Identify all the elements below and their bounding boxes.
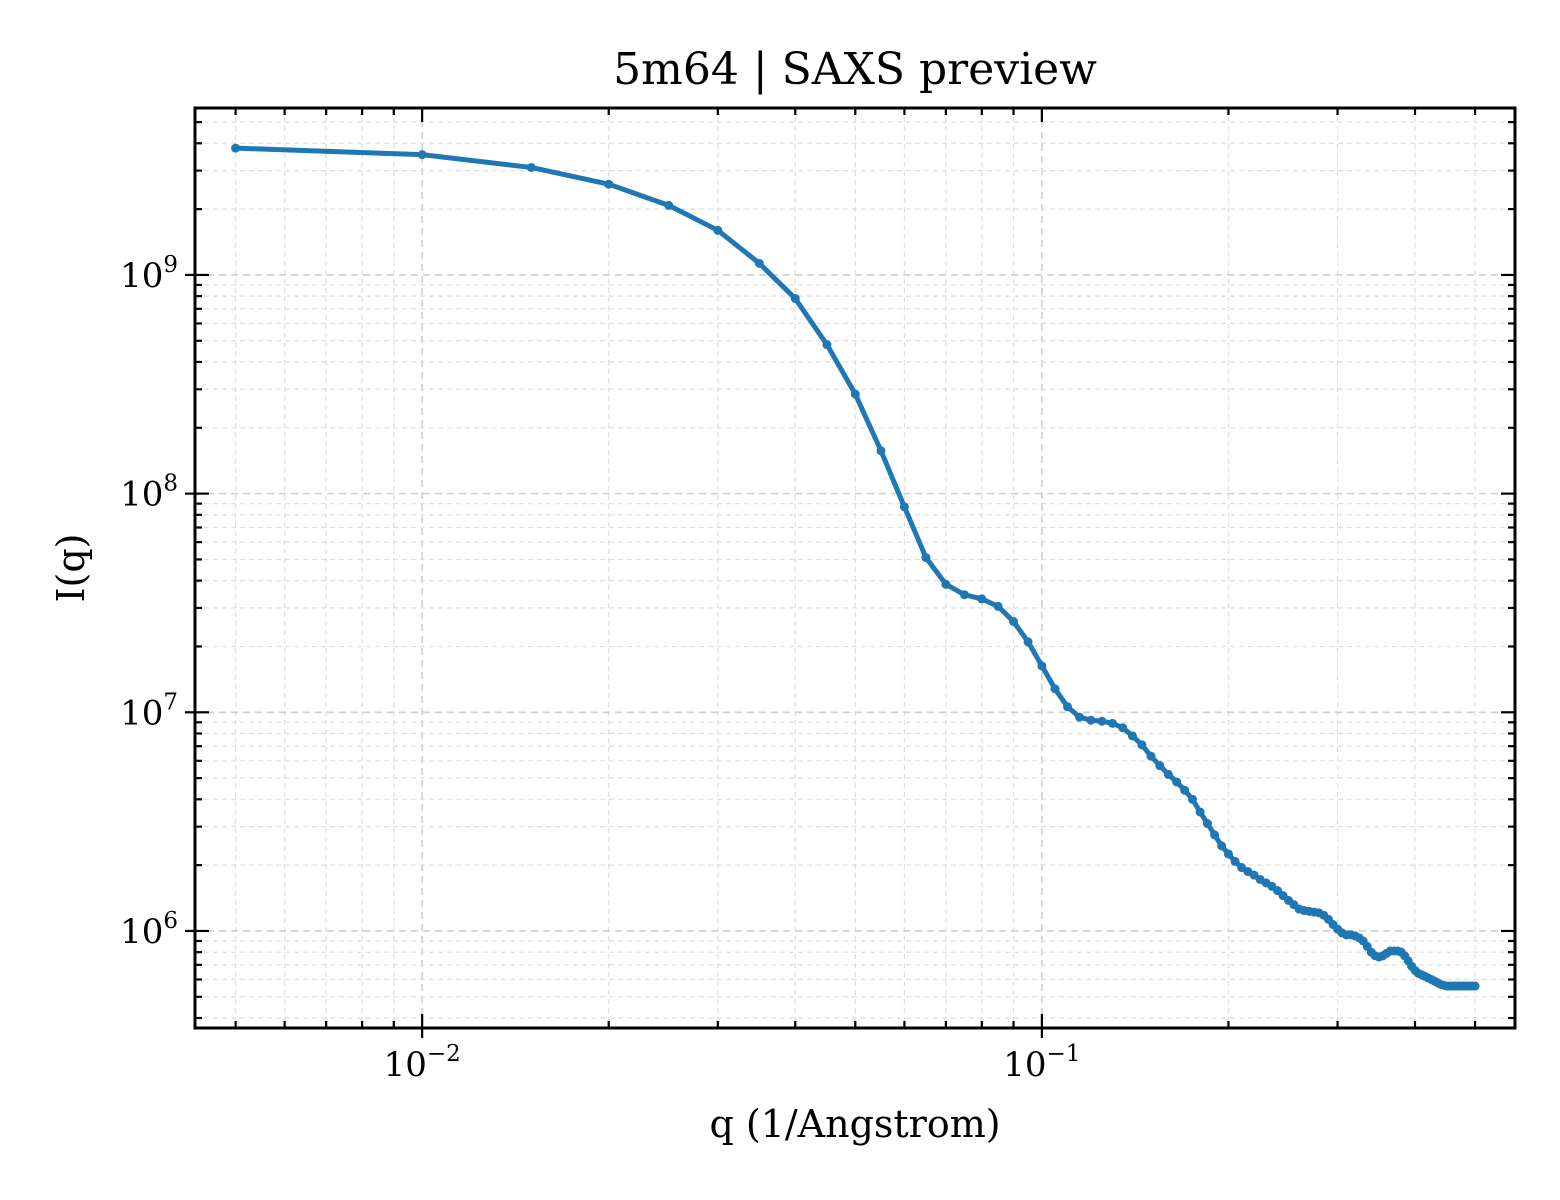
data-point xyxy=(899,502,909,512)
data-point xyxy=(1180,785,1190,795)
data-point xyxy=(876,446,886,456)
data-point xyxy=(959,590,969,600)
data-point xyxy=(417,150,427,160)
grid xyxy=(195,108,1515,1028)
y-tick-label: 108 xyxy=(120,471,178,515)
ticks xyxy=(185,108,1515,1038)
data-point xyxy=(790,294,800,304)
x-tick-label: 10−1 xyxy=(1003,1041,1080,1085)
data-point xyxy=(941,579,951,589)
data-point xyxy=(1050,684,1060,694)
data-point xyxy=(1118,723,1128,733)
data-point xyxy=(1037,661,1047,671)
x-axis-label: q (1/Angstrom) xyxy=(709,1102,1000,1146)
data-point xyxy=(822,340,832,350)
data-point xyxy=(993,601,1003,611)
data-point xyxy=(1172,777,1182,787)
data-point xyxy=(1137,740,1147,750)
data-point xyxy=(1187,794,1197,804)
data-point xyxy=(1470,981,1480,991)
data-point xyxy=(977,594,987,604)
data-point xyxy=(1127,731,1137,741)
data-point xyxy=(1023,637,1033,647)
data-point xyxy=(850,389,860,399)
data-point xyxy=(664,200,674,210)
y-axis-label: I(q) xyxy=(49,534,93,603)
data-point xyxy=(713,225,723,235)
data-point xyxy=(1217,841,1227,851)
data-point xyxy=(754,258,764,268)
series-layer xyxy=(231,143,1480,991)
data-point xyxy=(1202,819,1212,829)
data-point xyxy=(1063,702,1073,712)
data-point xyxy=(1086,715,1096,725)
data-point xyxy=(526,162,536,172)
data-point xyxy=(1009,617,1019,627)
y-tick-label: 109 xyxy=(120,252,178,296)
data-point xyxy=(1097,716,1107,726)
x-tick-label: 10−2 xyxy=(384,1041,461,1085)
data-point xyxy=(1163,769,1173,779)
data-point xyxy=(921,553,931,563)
chart-title: 5m64 | SAXS preview xyxy=(613,44,1097,95)
data-point xyxy=(604,179,614,189)
data-point xyxy=(1210,830,1220,840)
data-point xyxy=(1155,761,1165,771)
data-point xyxy=(231,143,241,153)
data-point xyxy=(1107,718,1117,728)
data-point xyxy=(1223,849,1233,859)
y-tick-label: 107 xyxy=(120,689,178,733)
y-tick-label: 106 xyxy=(120,908,178,952)
tick-labels: 10−2 10−1 106 107 108 109 xyxy=(120,252,1080,1085)
data-point xyxy=(1230,856,1240,866)
data-point xyxy=(1146,751,1156,761)
data-point xyxy=(1195,807,1205,817)
data-point xyxy=(1074,712,1084,722)
